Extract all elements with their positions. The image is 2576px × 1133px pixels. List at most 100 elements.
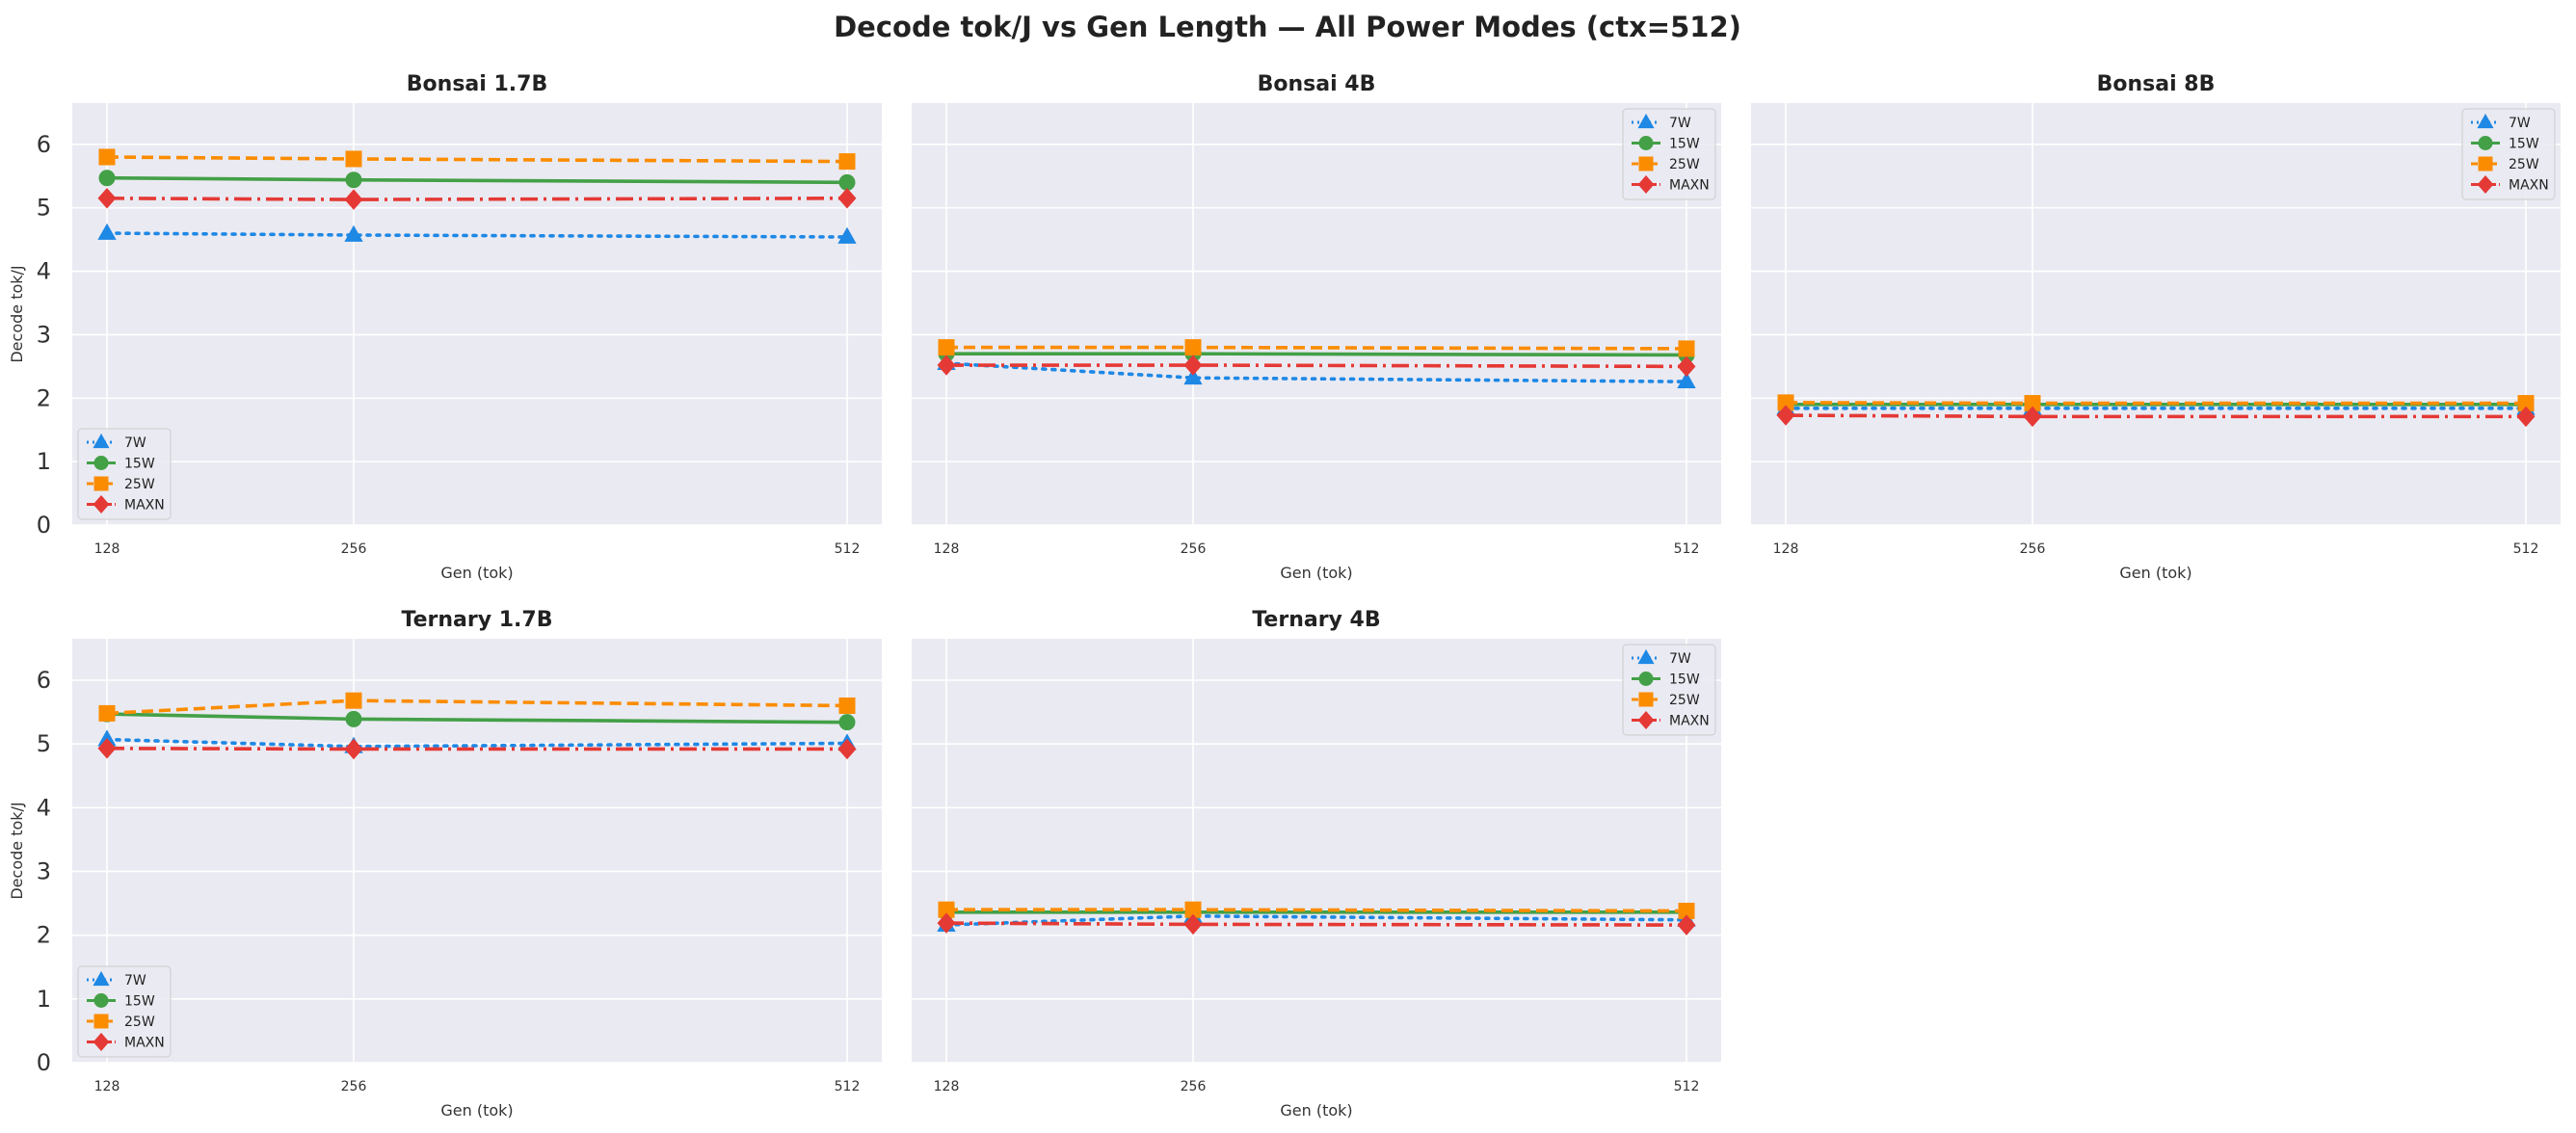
series-maxn	[1776, 405, 2536, 428]
panel-title: Ternary 1.7B	[402, 608, 553, 632]
panel-title: Bonsai 4B	[1258, 72, 1376, 96]
x-tick-label: 256	[341, 541, 367, 557]
legend-marker-25w	[1638, 692, 1654, 707]
x-tick-label: 512	[1674, 1079, 1700, 1094]
x-tick-label: 512	[835, 541, 861, 557]
legend: 7W 15W 25W MAXN	[1622, 644, 1716, 736]
y-tick-label: 2	[37, 384, 51, 411]
legend-label: 7W	[1669, 651, 1691, 667]
data-point-25w	[345, 692, 362, 709]
legend-marker-7w	[2477, 113, 2494, 129]
series-maxn	[97, 188, 857, 210]
series-25w	[938, 339, 1695, 357]
data-point-25w	[1184, 339, 1202, 356]
series-line-25w	[946, 908, 1687, 913]
data-point-7w	[344, 224, 363, 242]
legend-marker-maxn	[93, 494, 110, 514]
x-axis-label: Gen (tok)	[1280, 564, 1352, 582]
data-point-15w	[838, 173, 856, 191]
data-point-25w	[345, 150, 362, 168]
data-point-maxn	[837, 738, 857, 760]
series-line-25w	[1785, 401, 2526, 406]
data-point-maxn	[937, 912, 956, 934]
legend-marker-maxn	[2477, 174, 2494, 195]
legend-label: 7W	[124, 973, 146, 988]
y-tick-label: 3	[37, 321, 51, 348]
series-maxn	[937, 355, 1696, 378]
y-tick-label: 1	[37, 448, 51, 475]
data-point-7w	[837, 226, 857, 244]
y-tick-label: 3	[37, 858, 51, 885]
data-point-7w	[97, 223, 117, 240]
panel-title: Bonsai 8B	[2097, 72, 2216, 96]
y-tick-label: 4	[37, 794, 51, 821]
data-point-maxn	[1677, 914, 1696, 935]
data-point-maxn	[2516, 406, 2536, 428]
x-tick-label: 128	[934, 1079, 960, 1094]
panel-bonsai-1-7b: Bonsai 1.7B 0 1 2 3 4 5 6 128 256 512 Gen (tok) Deco…	[8, 72, 882, 582]
series-7w	[97, 223, 857, 244]
x-axis-label: Gen (tok)	[2119, 564, 2191, 582]
legend-label: MAXN	[1669, 178, 1710, 194]
figure-title: Decode tok/J vs Gen Length — All Power M…	[834, 11, 1741, 43]
legend: 7W 15W 25W MAXN	[1622, 108, 1716, 200]
y-tick-label: 5	[37, 195, 51, 222]
x-tick-label: 128	[94, 1079, 120, 1094]
legend-marker-maxn	[93, 1032, 110, 1052]
legend-label: 25W	[1669, 157, 1700, 172]
data-point-15w	[838, 714, 856, 731]
data-point-15w	[98, 170, 116, 187]
data-point-maxn	[97, 738, 117, 759]
plot-area	[72, 639, 882, 1063]
legend-label: 25W	[1669, 693, 1700, 708]
x-tick-label: 512	[2513, 541, 2539, 557]
series-25w	[1777, 394, 2535, 412]
data-point-maxn	[2023, 406, 2042, 428]
y-axis-label: Decode tok/J	[8, 802, 26, 899]
series-line-15w	[946, 352, 1687, 357]
legend-label: MAXN	[124, 498, 165, 514]
legend-label: MAXN	[2509, 178, 2549, 194]
panel-ternary-4b: Ternary 4B 128 256 512 Gen (tok) 7W 15W 25W MAXN	[912, 608, 1721, 1120]
x-tick-label: 256	[2020, 541, 2046, 557]
data-point-7w	[1677, 371, 1696, 389]
data-point-maxn	[1776, 405, 1795, 426]
legend-label: 15W	[2509, 137, 2539, 152]
data-point-25w	[838, 153, 856, 171]
panel-bonsai-4b: Bonsai 4B 128 256 512 Gen (tok) 7W 15W 25W MAXN	[912, 72, 1721, 582]
y-tick-label: 2	[37, 922, 51, 949]
legend-marker-7w	[1637, 648, 1655, 665]
data-point-25w	[938, 339, 955, 356]
y-tick-label: 5	[37, 730, 51, 757]
legend-label: 25W	[2509, 157, 2539, 172]
plot-area	[1751, 103, 2561, 525]
panel-ternary-1-7b: Ternary 1.7B 0 1 2 3 4 5 6 128 256 512 Gen (tok) Dec…	[8, 608, 882, 1120]
legend-label: 25W	[124, 477, 155, 492]
x-tick-label: 128	[1773, 541, 1799, 557]
x-axis-label: Gen (tok)	[1280, 1101, 1352, 1120]
y-tick-label: 1	[37, 986, 51, 1013]
y-tick-label: 6	[37, 667, 51, 694]
legend-marker-15w	[1638, 136, 1654, 150]
y-axis-label: Decode tok/J	[8, 265, 26, 362]
legend: 7W 15W 25W MAXN	[77, 965, 172, 1058]
legend: 7W 15W 25W MAXN	[2461, 108, 2556, 200]
data-point-maxn	[837, 188, 857, 209]
data-point-15w	[345, 710, 362, 727]
panel-title: Ternary 4B	[1252, 608, 1380, 632]
x-tick-label: 256	[1181, 1079, 1207, 1094]
series-25w	[938, 901, 1695, 920]
legend-marker-25w	[1638, 156, 1654, 171]
legend-marker-15w	[1638, 672, 1654, 686]
legend-label: 15W	[1669, 672, 1700, 688]
legend-marker-25w	[93, 1014, 109, 1029]
legend-marker-25w	[93, 476, 109, 491]
x-tick-label: 128	[934, 541, 960, 557]
data-point-25w	[98, 148, 116, 166]
series-25w	[98, 148, 856, 171]
legend-marker-7w	[93, 970, 110, 987]
legend-label: MAXN	[124, 1036, 165, 1051]
legend-marker-25w	[2478, 156, 2493, 171]
x-axis-label: Gen (tok)	[440, 1101, 513, 1120]
